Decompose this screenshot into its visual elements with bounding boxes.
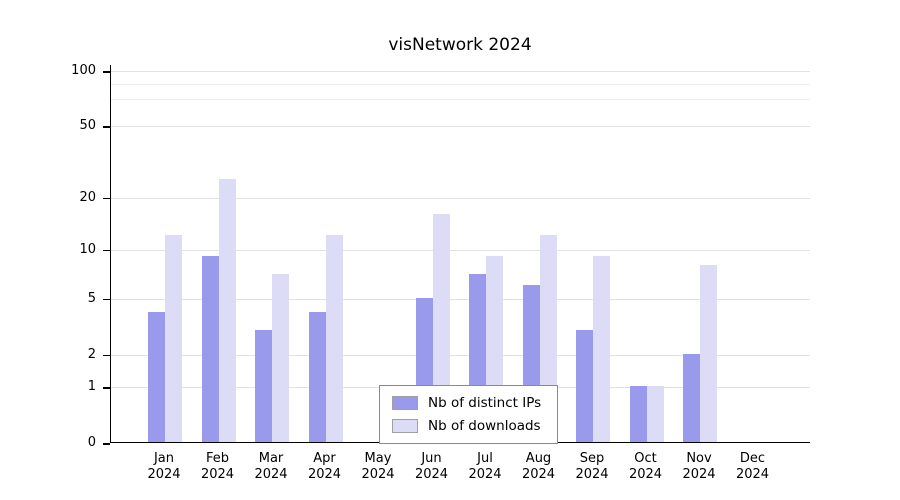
x-tick-label-nov: Nov 2024 <box>682 451 716 482</box>
x-tick-label-oct: Oct 2024 <box>628 451 663 482</box>
bar-nov-distinct-ips <box>683 353 700 442</box>
bar-mar-downloads <box>272 274 289 442</box>
x-tick-label-may: May 2024 <box>361 451 395 482</box>
x-tick-label-mar: Mar 2024 <box>254 451 288 482</box>
bar-jan-downloads <box>165 235 182 442</box>
gridline-20 <box>111 197 810 199</box>
legend-label-downloads: Nb of downloads <box>428 418 541 434</box>
y-tick-label-50: 50 <box>79 118 96 134</box>
gridline-50 <box>111 126 810 128</box>
bar-nov-downloads <box>700 264 717 442</box>
y-tick-label-1: 1 <box>87 379 96 395</box>
bar-oct-downloads <box>646 386 664 442</box>
y-tick-label-100: 100 <box>71 63 96 78</box>
plot-area: Nb of distinct IPs Nb of downloads <box>110 65 810 444</box>
y-tick-mark-20 <box>103 197 110 200</box>
legend-swatch-downloads <box>392 419 418 433</box>
y-tick-mark-1 <box>103 387 110 389</box>
x-tick-label-feb: Feb 2024 <box>200 451 235 482</box>
x-tick-label-jun: Jun 2024 <box>414 451 449 482</box>
bar-apr-distinct-ips <box>308 312 326 442</box>
x-tick-label-aug: Aug 2024 <box>521 451 556 482</box>
legend: Nb of distinct IPs Nb of downloads <box>379 385 559 444</box>
y-tick-label-20: 20 <box>79 189 96 205</box>
bar-apr-downloads <box>325 235 343 442</box>
y-tick-mark-5 <box>103 298 110 301</box>
gridline-10 <box>111 249 810 251</box>
y-tick-label-10: 10 <box>79 241 96 257</box>
legend-item-downloads: Nb of downloads <box>392 418 541 434</box>
y-tick-label-5: 5 <box>87 290 96 306</box>
x-tick-label-dec: Dec 2024 <box>735 451 770 482</box>
y-tick-mark-10 <box>103 249 110 252</box>
x-tick-label-jul: Jul 2024 <box>468 451 502 482</box>
y-tick-mark-2 <box>103 354 110 356</box>
y-tick-label-0: 0 <box>87 435 96 450</box>
x-tick-label-apr: Apr 2024 <box>307 451 342 482</box>
legend-label-distinct-ips: Nb of distinct IPs <box>428 395 542 411</box>
bar-feb-downloads <box>218 179 236 442</box>
y-tick-label-2: 2 <box>87 346 96 362</box>
x-tick-label-sep: Sep 2024 <box>575 451 609 482</box>
y-tick-mark-100 <box>103 71 110 73</box>
x-tick-label-jan: Jan 2024 <box>147 451 181 482</box>
bar-oct-distinct-ips <box>629 386 647 442</box>
legend-item-distinct-ips: Nb of distinct IPs <box>392 395 541 411</box>
bar-jun-downloads <box>432 213 450 442</box>
bar-jan-distinct-ips <box>148 312 165 442</box>
gridline-70 <box>111 99 810 101</box>
y-tick-mark-0 <box>103 443 110 445</box>
y-tick-mark-50 <box>103 126 110 128</box>
chart-title: visNetwork 2024 <box>388 35 532 55</box>
gridline-85 <box>111 84 810 85</box>
bar-mar-distinct-ips <box>255 330 272 442</box>
bar-sep-downloads <box>593 256 610 442</box>
gridline-100 <box>111 71 810 72</box>
legend-swatch-distinct-ips <box>392 396 418 410</box>
gridline-2 <box>111 354 810 356</box>
gridline-5 <box>111 298 810 300</box>
bar-feb-distinct-ips <box>201 256 219 442</box>
bar-sep-distinct-ips <box>576 330 593 442</box>
